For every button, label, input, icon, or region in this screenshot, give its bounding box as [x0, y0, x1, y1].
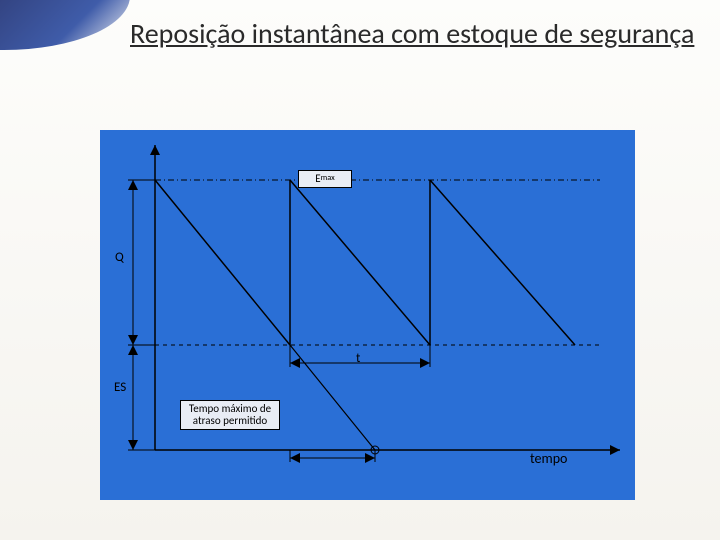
chart-svg [100, 130, 635, 500]
slide-corner-decoration [0, 0, 130, 50]
max-delay-label: Tempo máximo de atraso permitido [180, 400, 280, 430]
slide-title: Reposição instantânea com estoque de seg… [130, 18, 694, 50]
t-label: t [356, 351, 360, 366]
es-label: ES [114, 380, 126, 395]
emax-label: Emax [298, 170, 352, 188]
time-axis-label: tempo [530, 450, 567, 467]
inventory-sawtooth-chart: Emax Q t ES Tempo máximo de atraso permi… [100, 130, 635, 500]
q-label: Q [115, 250, 124, 265]
